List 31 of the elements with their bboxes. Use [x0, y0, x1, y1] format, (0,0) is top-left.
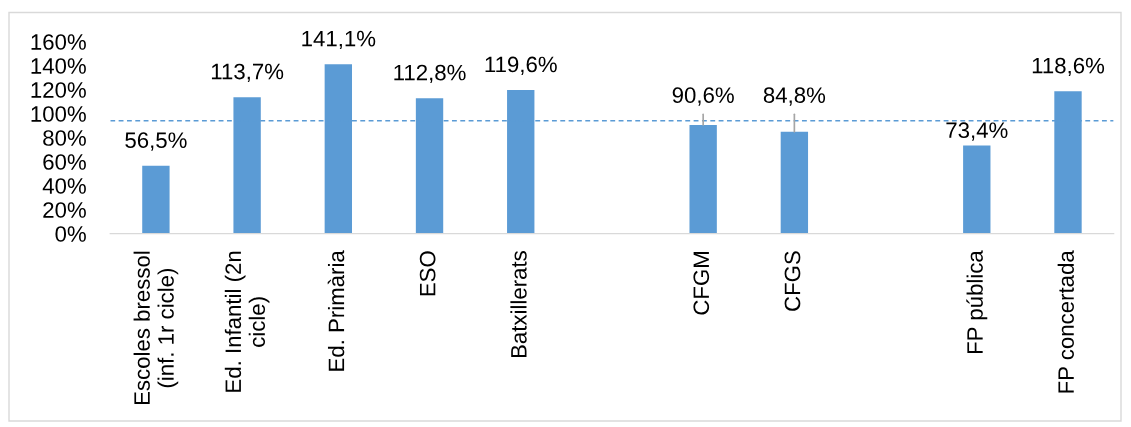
data-label: 141,1%	[302, 30, 376, 50]
x-tick-label: FP pública	[966, 250, 988, 354]
y-tick-label: 40%	[42, 178, 86, 194]
y-tick-label: 60%	[43, 154, 86, 170]
data-label: 113,7%	[211, 63, 284, 82]
y-tick-label: 120%	[31, 82, 86, 98]
data-label: 56,5%	[125, 132, 187, 151]
y-tick-label: 20%	[43, 202, 86, 218]
bar	[963, 145, 991, 234]
x-tick-label: Escoles bressol (inf. 1r cicle)	[133, 251, 179, 405]
x-tick-label: CFGS	[784, 251, 801, 311]
x-tick-label: FP concertada	[1057, 250, 1074, 393]
x-tick-label: Ed. Infantil (2n cicle)	[224, 251, 270, 392]
y-tick-label: 0%	[55, 226, 86, 242]
bar	[689, 124, 717, 234]
data-label: 118,6%	[1032, 57, 1105, 77]
data-label: 73,4%	[946, 122, 1008, 141]
y-tick-label: 80%	[43, 130, 86, 146]
data-label: 112,8%	[394, 64, 466, 84]
x-tick-label: Ed. Primària	[327, 250, 345, 371]
data-label: 90,6%	[672, 87, 734, 106]
y-tick-label: 140%	[31, 58, 86, 74]
bar	[142, 165, 170, 234]
data-label: 119,6%	[485, 56, 557, 75]
x-tick-label: ESO	[419, 251, 436, 296]
bar	[780, 131, 809, 234]
x-tick-label: CFGM	[693, 252, 710, 315]
y-tick-label: 160%	[31, 34, 86, 50]
y-tick-label: 100%	[31, 106, 86, 122]
data-label: 84,8%	[763, 87, 826, 106]
x-tick-label: Batxillerats	[510, 251, 527, 358]
